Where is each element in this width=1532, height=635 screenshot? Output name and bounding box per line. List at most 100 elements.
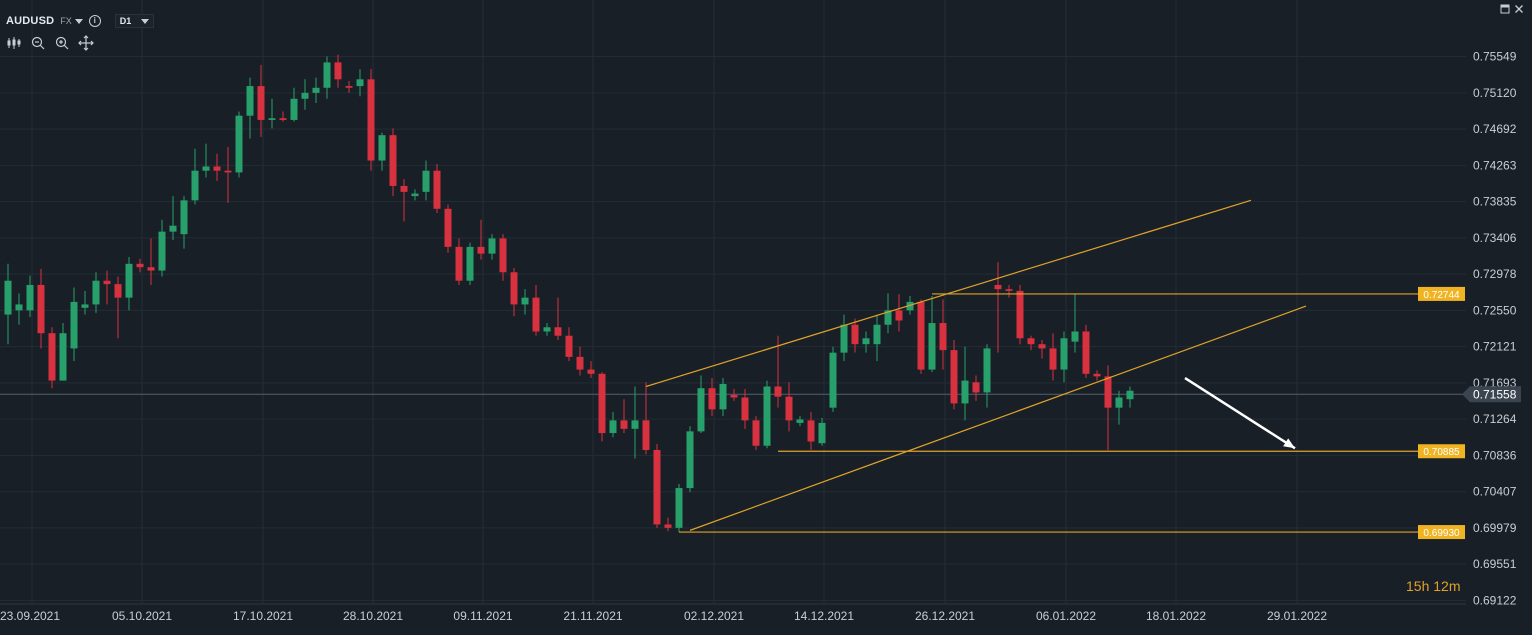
candle: [873, 314, 881, 362]
symbol-label[interactable]: AUDUSD: [6, 15, 55, 27]
candle-body: [906, 301, 914, 311]
candle-body: [389, 135, 397, 186]
candle-body: [752, 420, 760, 446]
candle: [928, 295, 936, 373]
candle: [444, 204, 452, 253]
candle: [290, 87, 298, 122]
chart-header: AUDUSD FX i D1: [6, 12, 155, 30]
x-tick-label: 23.09.2021: [0, 609, 60, 623]
candle: [862, 331, 870, 353]
candle-body: [466, 246, 474, 281]
candle: [829, 346, 837, 412]
candle: [312, 77, 320, 104]
candle-body: [1104, 376, 1112, 408]
candle: [466, 242, 474, 285]
current-price-label: 0.71558: [1473, 387, 1517, 401]
candle: [697, 375, 705, 434]
channel-lower-line: [689, 305, 1307, 531]
x-tick-label: 05.10.2021: [112, 609, 172, 623]
candle-body: [356, 79, 364, 87]
candle-body: [708, 388, 716, 410]
candle: [939, 299, 947, 370]
candle-body: [125, 263, 133, 298]
level-label: 0.70885: [1423, 447, 1460, 458]
candle-body: [730, 394, 738, 398]
candle: [554, 297, 562, 340]
candle-body: [631, 420, 639, 429]
y-tick-label: 0.74263: [1473, 158, 1517, 172]
candle-body: [686, 431, 694, 489]
candle: [59, 323, 67, 381]
candle: [367, 69, 375, 171]
candle-body: [1016, 290, 1024, 339]
level-label-box: [1418, 286, 1465, 301]
candle: [532, 284, 540, 336]
candle: [125, 257, 133, 311]
x-tick-label: 06.01.2022: [1036, 609, 1096, 623]
candle: [609, 411, 617, 438]
candle-body: [48, 333, 56, 381]
timeframe-selector[interactable]: D1: [114, 14, 155, 28]
candle-body: [1005, 289, 1013, 291]
candle: [455, 238, 463, 285]
candle: [92, 272, 100, 313]
candle-body: [81, 304, 89, 308]
candle: [510, 268, 518, 317]
y-tick-label: 0.69122: [1473, 593, 1517, 607]
candle: [202, 143, 210, 178]
candle: [587, 361, 595, 379]
candle: [1115, 390, 1123, 425]
indicators-icon[interactable]: [6, 35, 22, 51]
y-tick-label: 0.72978: [1473, 267, 1517, 281]
close-icon[interactable]: [1514, 4, 1524, 17]
candle-body: [345, 86, 353, 88]
candle: [411, 189, 419, 201]
candle: [741, 389, 749, 429]
candle-body: [653, 449, 661, 525]
candle: [774, 335, 782, 408]
candle: [895, 294, 903, 332]
candle-body: [928, 323, 936, 370]
move-icon[interactable]: [78, 35, 94, 51]
candle: [1049, 333, 1057, 381]
info-icon[interactable]: i: [88, 15, 101, 27]
market-selector[interactable]: FX: [60, 16, 83, 26]
x-tick-label: 26.12.2021: [915, 609, 975, 623]
candle-body: [70, 301, 78, 349]
candle: [620, 399, 628, 434]
candle-body: [620, 420, 628, 429]
candle-body: [213, 166, 221, 171]
x-axis: 23.09.2021 05.10.2021 17.10.2021 28.10.2021…: [0, 609, 1327, 623]
candle-body: [763, 386, 771, 446]
candle: [642, 382, 650, 455]
candle: [631, 386, 639, 459]
zoom-in-icon[interactable]: [54, 35, 70, 51]
candle: [499, 234, 507, 281]
window-controls: [1500, 4, 1524, 17]
candle: [1016, 284, 1024, 345]
maximize-icon[interactable]: [1500, 4, 1510, 17]
candle: [1104, 365, 1112, 450]
candle: [730, 389, 738, 401]
x-tick-label: 29.01.2022: [1267, 609, 1327, 623]
candle-body: [103, 280, 111, 285]
candle: [400, 179, 408, 222]
candle-body: [598, 373, 606, 434]
candle: [719, 378, 727, 417]
candle: [1005, 284, 1013, 298]
x-tick-label: 17.10.2021: [233, 609, 293, 623]
candle: [345, 81, 353, 93]
candle: [884, 293, 892, 334]
candle-body: [807, 420, 815, 442]
candle-body: [15, 304, 23, 311]
candle: [70, 287, 78, 362]
candle-body: [202, 166, 210, 171]
candle: [147, 238, 155, 285]
candle-body: [510, 272, 518, 305]
zoom-out-icon[interactable]: [30, 35, 46, 51]
candle-body: [950, 350, 958, 404]
candle: [675, 483, 683, 533]
candle-body: [983, 348, 991, 393]
annotations: 0.72744 0.70885 0.69930: [645, 199, 1465, 540]
